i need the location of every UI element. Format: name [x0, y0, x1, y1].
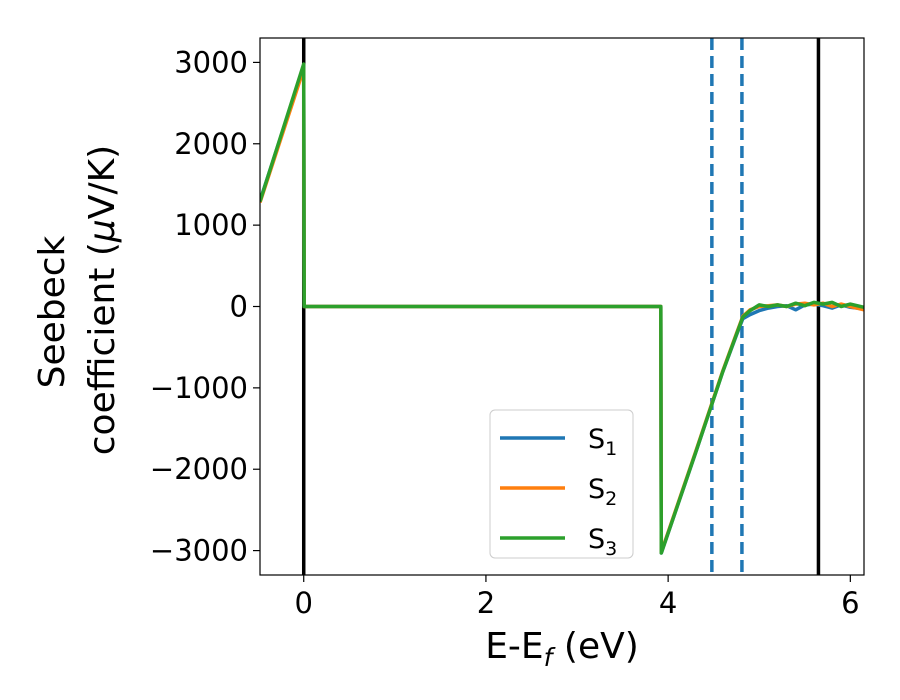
legend: S1 S2 S3 — [489, 409, 634, 560]
y-axis-ticks: 3000 2000 1000 0 −1000 −2000 −3000 — [150, 45, 260, 568]
y-tick-label: 0 — [230, 290, 248, 324]
series-line-S3 — [260, 62, 864, 555]
y-axis-label-line1: Seebeck — [32, 235, 73, 388]
y-tick-label: 3000 — [174, 45, 248, 79]
y-tick-label: 1000 — [174, 208, 248, 242]
x-tick-label: 2 — [477, 586, 495, 620]
y-tick-label: 2000 — [174, 127, 248, 161]
legend-label: S2 — [588, 474, 617, 510]
y-axis-label-line2: coefficient (μV/K) — [82, 145, 123, 455]
legend-label: S1 — [588, 424, 617, 460]
y-tick-label: −1000 — [150, 371, 248, 405]
x-tick-label: 4 — [659, 586, 677, 620]
series-lines — [260, 62, 864, 555]
legend-label: S3 — [588, 524, 617, 560]
x-tick-label: 0 — [295, 586, 313, 620]
y-tick-label: −3000 — [150, 534, 248, 568]
x-axis-label: E-Ef (eV) — [485, 626, 639, 672]
y-tick-label: −2000 — [150, 452, 248, 486]
x-axis-ticks: 0 2 4 6 — [295, 575, 860, 620]
x-tick-label: 6 — [841, 586, 859, 620]
